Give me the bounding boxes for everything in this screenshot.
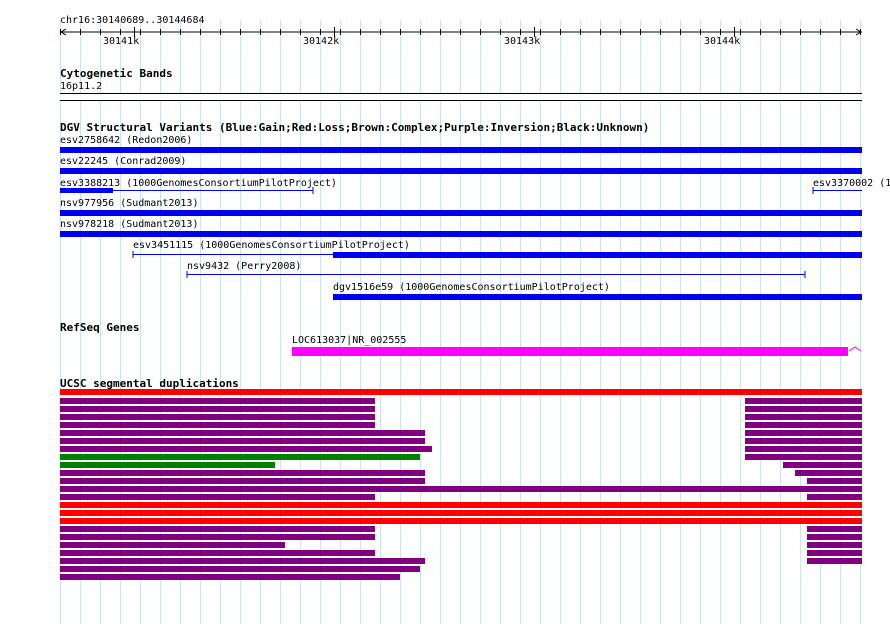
ruler-tick-label: 30141k — [103, 36, 140, 47]
segdup-bar[interactable] — [60, 430, 425, 436]
segdup-bar[interactable] — [60, 414, 375, 420]
cytoband-label: 16p11.2 — [60, 81, 103, 92]
dgv-feature-label: nsv9432 (Perry2008) — [187, 261, 302, 272]
segdup-bar[interactable] — [807, 550, 862, 556]
segdup-bar[interactable] — [60, 486, 862, 492]
dgv-feature-label: esv22245 (Conrad2009) — [60, 156, 187, 167]
ruler-tick-label: 30142k — [303, 36, 340, 47]
dgv-feature-bar[interactable] — [60, 168, 862, 174]
dgv-feature-label: dgv1516e59 (1000GenomesConsortiumPilotPr… — [333, 282, 610, 293]
segdup-bar[interactable] — [745, 398, 862, 404]
dgv-feature-bar[interactable] — [60, 147, 862, 153]
dgv-feature-label: esv3388213 (1000GenomesConsortiumPilotPr… — [60, 178, 337, 189]
segdup-bar[interactable] — [60, 462, 275, 468]
dgv-feature-bar[interactable] — [60, 210, 862, 216]
segdup-bar[interactable] — [60, 422, 375, 428]
cytoband-ideogram[interactable] — [60, 93, 862, 101]
segdup-bar[interactable] — [60, 502, 862, 508]
dgv-feature-glyph[interactable] — [0, 185, 890, 197]
gene-label: LOC613037|NR_002555 — [292, 335, 407, 346]
refseq-track-title: RefSeq Genes — [60, 321, 140, 334]
segdup-bar[interactable] — [60, 542, 285, 548]
cytoband-track-title: Cytogenetic Bands — [60, 67, 173, 80]
dgv-feature-glyph[interactable] — [0, 249, 890, 261]
dgv-feature-label: nsv978218 (Sudmant2013) — [60, 219, 199, 230]
segdup-bar[interactable] — [60, 510, 862, 516]
segdup-bar[interactable] — [60, 494, 375, 500]
segdup-bar[interactable] — [783, 462, 862, 468]
dgv-feature-bar[interactable] — [333, 294, 862, 300]
segdup-bar[interactable] — [745, 430, 862, 436]
segdup-bar[interactable] — [807, 526, 862, 532]
segdup-bar[interactable] — [745, 406, 862, 412]
segdup-bar[interactable] — [807, 542, 862, 548]
segdup-bar[interactable] — [60, 518, 862, 524]
segdup-features[interactable] — [0, 386, 890, 590]
dgv-feature-glyph[interactable] — [0, 269, 890, 281]
segdup-bar[interactable] — [745, 422, 862, 428]
segdup-bar[interactable] — [745, 454, 862, 460]
segdup-bar[interactable] — [60, 438, 425, 444]
segdup-bar[interactable] — [60, 558, 425, 564]
segdup-bar[interactable] — [807, 478, 862, 484]
dgv-track-title: DGV Structural Variants (Blue:Gain;Red:L… — [60, 121, 650, 134]
segdup-bar[interactable] — [60, 534, 375, 540]
segdup-bar[interactable] — [807, 558, 862, 564]
ruler-ticks — [60, 27, 861, 37]
ruler-tick-label: 30144k — [704, 36, 741, 47]
dgv-feature-label: esv3370002 (1 — [813, 178, 890, 189]
ruler-tick-label: 30143k — [504, 36, 541, 47]
segdup-bar[interactable] — [60, 526, 375, 532]
dgv-feature-label: esv3451115 (1000GenomesConsortiumPilotPr… — [133, 240, 410, 251]
segdup-bar[interactable] — [60, 550, 375, 556]
segdup-bar[interactable] — [60, 454, 420, 460]
segdup-bar[interactable] — [807, 534, 862, 540]
segdup-bar[interactable] — [745, 446, 862, 452]
dgv-feature-label: nsv977956 (Sudmant2013) — [60, 198, 199, 209]
segdup-bar[interactable] — [60, 574, 400, 580]
segdup-bar[interactable] — [60, 389, 862, 395]
segdup-bar[interactable] — [795, 470, 862, 476]
dgv-feature-bar[interactable] — [60, 231, 862, 237]
segdup-bar[interactable] — [745, 414, 862, 420]
segdup-bar[interactable] — [60, 406, 375, 412]
segdup-bar[interactable] — [60, 446, 432, 452]
locus-label: chr16:30140689..30144684 — [60, 15, 205, 26]
segdup-bar[interactable] — [807, 494, 862, 500]
dgv-feature-label: esv2758642 (Redon2006) — [60, 135, 193, 146]
segdup-bar[interactable] — [745, 438, 862, 444]
segdup-bar[interactable] — [60, 478, 425, 484]
segdup-bar[interactable] — [60, 470, 425, 476]
ruler[interactable] — [0, 0, 890, 50]
segdup-bar[interactable] — [60, 566, 420, 572]
segdup-bar[interactable] — [60, 398, 375, 404]
gene-glyph[interactable] — [0, 343, 890, 359]
segdup-track-title: UCSC segmental duplications — [60, 377, 239, 390]
